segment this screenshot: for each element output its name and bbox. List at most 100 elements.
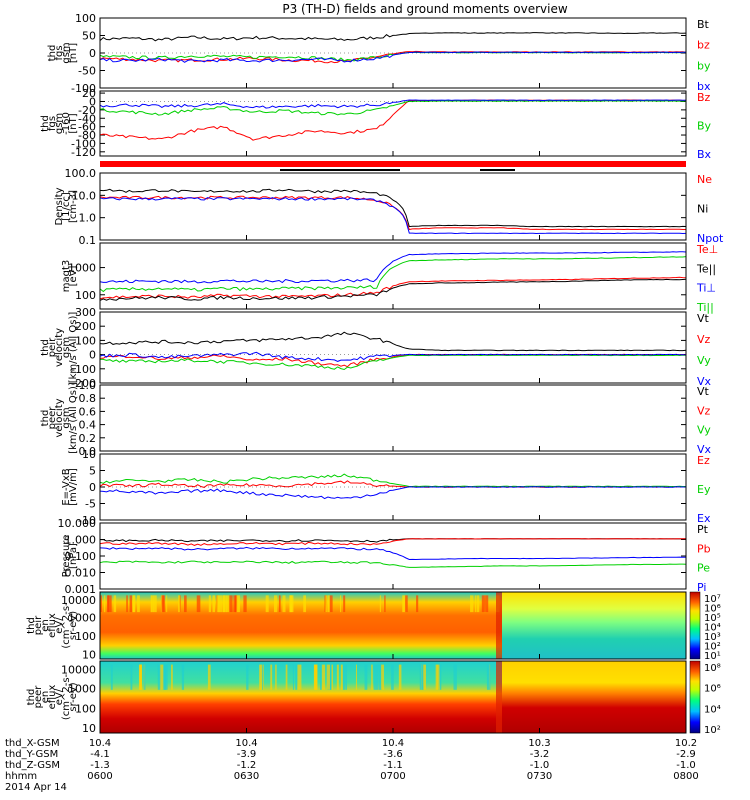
ylabel-line: thd: [47, 45, 58, 62]
ytick-label: 100: [75, 703, 96, 716]
series-line-Ey: [99, 473, 686, 488]
ytick-label: 100: [75, 12, 96, 25]
ylabel-line: eflux: [47, 613, 58, 638]
xaxis-tick-t: 0630: [234, 771, 259, 782]
spectrogram-streak: [289, 595, 293, 613]
spectrogram-streak: [126, 595, 128, 613]
ytick-label: 0.001: [65, 583, 97, 596]
spectrogram-streak: [439, 664, 442, 690]
spectrogram-streak: [246, 664, 249, 690]
spectrogram-streak: [378, 664, 383, 690]
ytick-label: 0.010: [65, 567, 97, 580]
colorbar: 10⁸ 10⁶ 10⁴ 10²: [689, 660, 721, 736]
spectrogram-streak: [470, 595, 474, 613]
ylabel-line: [nT]: [68, 43, 79, 63]
xaxis-tick-z: -1.0: [530, 760, 550, 771]
chart-title: P3 (TH-D) fields and ground moments over…: [282, 2, 567, 16]
ylabel-line: velocity: [54, 328, 65, 367]
series-line-Ni: [99, 188, 687, 228]
series-line-Pb: [99, 538, 687, 546]
ytick-label: 0.100: [65, 550, 97, 563]
spectrogram-streak: [453, 664, 457, 690]
ytick-label: 1.000: [65, 534, 97, 547]
spectrogram-streak: [150, 595, 152, 613]
ylabel-line: eflux: [47, 685, 58, 710]
spectrogram-streak: [481, 595, 486, 613]
ytick-label: 0.2: [79, 432, 97, 445]
series-line-Bx: [99, 99, 686, 109]
legend-entry: Pi: [697, 581, 706, 594]
ytick-label: 20: [82, 87, 96, 100]
spectrogram-streak: [342, 664, 346, 690]
spectrogram-streak: [171, 664, 173, 690]
ytick-label: 100.0: [65, 167, 97, 180]
spectrogram-streak: [331, 664, 333, 690]
panel-temperature: magt3[eV]1000 100 Te⊥ Te|| Ti⊥ Ti||: [61, 242, 718, 314]
spectrogram-streak: [137, 595, 140, 613]
colorbar-scale: [689, 591, 701, 660]
spectrogram-streak: [325, 595, 328, 613]
ylabel-line: gsm: [61, 42, 72, 63]
ytick-label: -100: [71, 363, 96, 376]
spectrogram-streak: [212, 595, 216, 613]
spectrogram-streak: [336, 664, 339, 690]
ylabel-line: thd: [40, 410, 51, 427]
ylabel-line: fgs: [54, 45, 65, 60]
ytick-label: 1.0: [79, 212, 97, 225]
spectrogram-streak: [474, 595, 477, 613]
ylabel-line: [nT]: [68, 113, 79, 133]
series-line-Ti⊥: [99, 251, 687, 284]
spectrogram-streak: [143, 664, 146, 690]
spectrogram-streak: [132, 595, 136, 613]
mode-status-marker: [480, 169, 515, 171]
ylabel-line: thd: [26, 689, 37, 706]
ytick-label: 10000: [61, 594, 96, 607]
spectrogram-streak: [130, 664, 133, 690]
spectrogram-streak: [422, 664, 425, 690]
xaxis-tick-x: 10.4: [382, 738, 404, 749]
mode-status-bar: [100, 161, 686, 167]
spectrogram-streak: [216, 595, 220, 613]
ytick-label: -60: [78, 121, 96, 134]
ylabel-line: [1/cc]: [61, 192, 72, 221]
xaxis-tick-t: 0700: [380, 771, 405, 782]
ytick-label: -200: [71, 377, 96, 390]
spectrogram-region-2: [502, 661, 686, 733]
ytick-label: -120: [71, 146, 96, 159]
colorbar-tick-label: 10²: [704, 642, 721, 653]
colorbar-tick-label: 10³: [704, 632, 721, 643]
legend-entry: Vz: [697, 404, 711, 417]
ytick-label: 1000: [68, 262, 96, 275]
ytick-label: 0.0: [79, 445, 97, 458]
ytick-label: 10: [82, 722, 96, 735]
spectrogram-streak: [476, 595, 480, 613]
series-line-Te⊥: [99, 276, 687, 300]
legend-entry: Vx: [697, 375, 712, 388]
spectrogram-streak: [184, 595, 187, 613]
spectrogram-streak: [162, 595, 165, 613]
legend-entry: Vz: [697, 333, 711, 346]
spectrogram-streak: [233, 595, 237, 613]
ylabel-line: velocity: [54, 398, 65, 437]
legend-entry: Bz: [697, 91, 711, 104]
spectrogram-streak: [207, 664, 211, 690]
colorbar-tick-label: 10⁵: [704, 613, 721, 624]
spectrogram-streak: [355, 664, 357, 690]
ytick-label: 10.0: [72, 189, 97, 202]
series-line-Ti||: [99, 256, 687, 293]
panel-density: Density[1/cc][cm-3] 100.0 10.0 1.0 0.1 Ne Ni Np…: [54, 167, 724, 247]
ylabel-line: peer: [47, 406, 58, 430]
ylabel-line: sr-eV): [68, 611, 79, 640]
spectrogram-streak: [265, 595, 269, 613]
legend-entry: bx: [697, 80, 711, 93]
xaxis-tick-z: -1.3: [90, 760, 110, 771]
xaxis-tick-x: 10.2: [675, 738, 697, 749]
xaxis-row-label: hhmm: [5, 771, 37, 782]
series-line-Bt: [99, 32, 687, 42]
series-line-Ex: [99, 486, 686, 500]
ylabel-line: Density: [54, 187, 65, 225]
ylabel-line: magt3: [61, 260, 72, 293]
legend-entry: Bx: [697, 148, 712, 161]
